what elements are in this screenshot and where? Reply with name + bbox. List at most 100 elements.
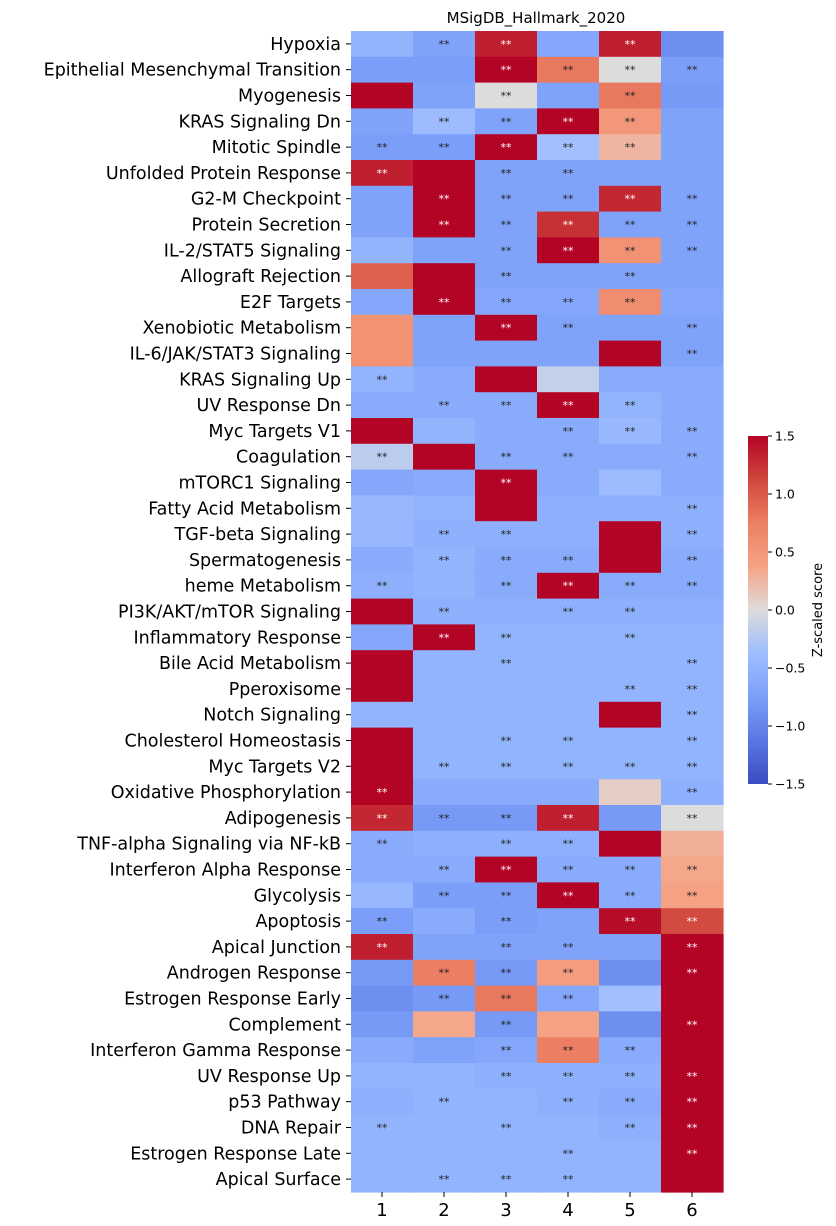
- heatmap-cell: [537, 263, 600, 290]
- significance-mark: **: [687, 735, 699, 748]
- significance-mark: **: [687, 451, 699, 464]
- heatmap-cell: [599, 82, 662, 109]
- significance-mark: **: [501, 760, 513, 773]
- significance-mark: **: [563, 322, 575, 335]
- significance-mark: **: [563, 219, 575, 232]
- row-label: Spermatogenesis: [189, 551, 341, 571]
- significance-mark: **: [377, 141, 389, 154]
- heatmap-cell: [475, 56, 538, 84]
- heatmap-cell: [599, 727, 662, 754]
- heatmap-cell: [351, 882, 414, 909]
- heatmap-cell: [537, 418, 600, 445]
- significance-mark: **: [563, 967, 575, 980]
- heatmap-cell: [599, 547, 662, 574]
- heatmap-cell: [599, 495, 662, 522]
- heatmap-cell: [599, 830, 662, 858]
- heatmap-cell: [351, 160, 414, 187]
- significance-mark: **: [687, 1147, 699, 1160]
- heatmap-cell: [599, 56, 662, 84]
- significance-mark: **: [625, 683, 637, 696]
- heatmap-cell: [413, 1088, 476, 1116]
- heatmap-cell: [661, 366, 724, 393]
- heatmap-cell: [661, 701, 724, 729]
- row-label: Apoptosis: [255, 912, 341, 932]
- row-label: UV Response Up: [197, 1067, 341, 1087]
- heatmap-cell: [661, 779, 724, 806]
- column-labels: 1 2 3 4 5 6: [376, 1192, 698, 1221]
- heatmap-cell: [475, 1140, 538, 1167]
- heatmap-cell: [661, 985, 724, 1012]
- row-label: UV Response Dn: [196, 396, 341, 416]
- row-label: Apical Surface: [216, 1170, 341, 1190]
- row-label: Epithelial Mesenchymal Transition: [44, 61, 341, 81]
- heatmap-cell: [413, 160, 476, 187]
- heatmap-cell: [413, 1037, 476, 1064]
- significance-mark: **: [687, 219, 699, 232]
- significance-mark: **: [501, 244, 513, 257]
- heatmap-cell: [599, 882, 662, 909]
- significance-mark: **: [687, 657, 699, 670]
- heatmap-cell: [661, 882, 724, 909]
- heatmap-cell: [475, 572, 538, 600]
- colorbar-tick-label: 0.5: [775, 545, 795, 560]
- heatmap-cell: [661, 1114, 724, 1141]
- significance-mark: **: [439, 1173, 451, 1186]
- heatmap-cell: [537, 392, 600, 419]
- heatmap-cell: [599, 624, 662, 651]
- heatmap-cell: [413, 185, 476, 213]
- heatmap-cell: [599, 701, 662, 729]
- significance-mark: **: [687, 64, 699, 77]
- significance-mark: **: [687, 554, 699, 567]
- heatmap-cell: [599, 160, 662, 187]
- heatmap-cell: [413, 314, 476, 342]
- heatmap-cell: [413, 366, 476, 393]
- row-label: IL-6/JAK/STAT3 Signaling: [130, 345, 341, 365]
- row-label: Allograft Rejection: [180, 267, 341, 287]
- significance-mark: **: [501, 399, 513, 412]
- row-label: KRAS Signaling Up: [179, 370, 341, 390]
- heatmap-cell: [537, 985, 600, 1012]
- significance-mark: **: [687, 348, 699, 361]
- significance-mark: **: [687, 941, 699, 954]
- significance-mark: **: [501, 580, 513, 593]
- heatmap-cell: [351, 237, 414, 264]
- heatmap-cell: [475, 31, 538, 58]
- heatmap-cell: [599, 134, 662, 161]
- heatmap-cell: [661, 856, 724, 883]
- heatmap-cell: [537, 314, 600, 342]
- row-label: Notch Signaling: [203, 706, 341, 726]
- significance-mark: **: [501, 864, 513, 877]
- significance-mark: **: [501, 141, 513, 154]
- heatmap-cell: [413, 598, 476, 625]
- heatmap-cell: [351, 134, 414, 161]
- row-label: Hypoxia: [270, 35, 341, 55]
- significance-mark: **: [563, 399, 575, 412]
- heatmap-cell: [413, 1011, 476, 1038]
- heatmap-cell: [661, 1140, 724, 1167]
- heatmap-cell: [351, 753, 414, 780]
- significance-mark: **: [563, 167, 575, 180]
- heatmap-cell: [537, 598, 600, 625]
- heatmap-cell: [413, 676, 476, 703]
- row-label: DNA Repair: [241, 1119, 342, 1139]
- heatmap-cell: [351, 1037, 414, 1064]
- significance-mark: **: [687, 1096, 699, 1109]
- heatmap-cell: [537, 521, 600, 548]
- significance-mark: **: [501, 296, 513, 309]
- heatmap-cell: [351, 314, 414, 342]
- significance-mark: **: [501, 1044, 513, 1057]
- row-label: G2-M Checkpoint: [191, 190, 341, 210]
- significance-mark: **: [687, 709, 699, 722]
- heatmap-cell: [537, 676, 600, 703]
- heatmap-cell: [413, 908, 476, 935]
- row-label: Glycolysis: [254, 886, 341, 906]
- heatmap-cell: [537, 56, 600, 84]
- heatmap-cell: [413, 443, 476, 471]
- heatmap-cell: [475, 185, 538, 213]
- significance-mark: **: [501, 38, 513, 51]
- row-label: KRAS Signaling Dn: [178, 112, 341, 132]
- heatmap-cell: [661, 185, 724, 213]
- heatmap-cell: [661, 1011, 724, 1038]
- significance-mark: **: [501, 1122, 513, 1135]
- heatmap-cell: [661, 82, 724, 109]
